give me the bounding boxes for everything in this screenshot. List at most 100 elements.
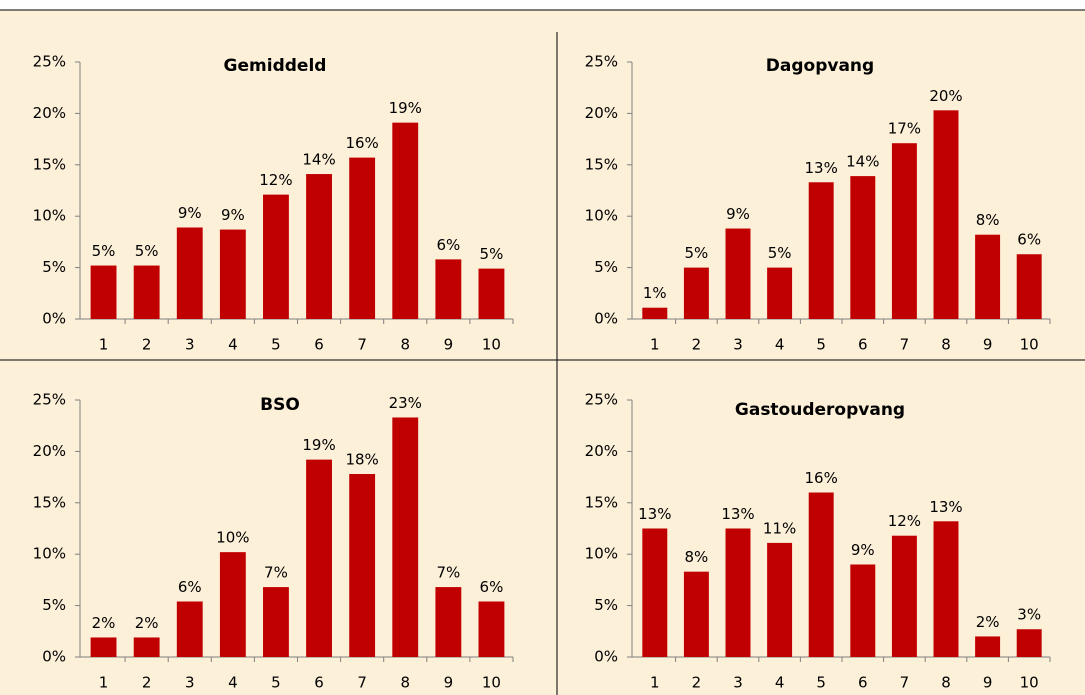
data-label: 14% xyxy=(302,151,335,169)
x-tick-label: 2 xyxy=(142,336,152,354)
x-tick-label: 6 xyxy=(858,674,868,692)
y-tick-label: 25% xyxy=(585,391,618,409)
y-tick-label: 5% xyxy=(42,596,66,614)
chart-title: Dagopvang xyxy=(766,56,874,76)
chart-title: BSO xyxy=(260,395,300,415)
data-label: 7% xyxy=(264,564,288,582)
y-tick-label: 5% xyxy=(42,258,66,276)
bar xyxy=(392,122,419,319)
data-label: 3% xyxy=(1017,606,1041,624)
bar xyxy=(263,587,289,657)
data-label: 13% xyxy=(638,505,671,523)
data-label: 16% xyxy=(345,134,378,152)
data-label: 9% xyxy=(178,204,202,222)
data-label: 16% xyxy=(805,469,838,487)
data-label: 6% xyxy=(178,578,202,596)
bar xyxy=(478,601,505,657)
x-tick-label: 5 xyxy=(816,336,826,354)
data-label: 1% xyxy=(643,284,667,302)
y-tick-label: 20% xyxy=(33,104,66,122)
bar xyxy=(850,176,876,319)
y-tick-label: 25% xyxy=(33,391,66,409)
y-tick-label: 0% xyxy=(42,310,66,328)
bar xyxy=(90,265,117,319)
data-label: 9% xyxy=(726,205,750,223)
bar xyxy=(219,552,246,657)
bar xyxy=(392,417,419,657)
bar xyxy=(975,234,1001,319)
data-label: 11% xyxy=(763,519,796,537)
y-tick-label: 25% xyxy=(33,53,66,71)
bar xyxy=(176,227,203,319)
data-label: 2% xyxy=(135,614,159,632)
bar xyxy=(683,267,709,319)
data-label: 19% xyxy=(302,436,335,454)
y-tick-label: 5% xyxy=(594,258,618,276)
data-label: 7% xyxy=(436,564,460,582)
x-tick-label: 6 xyxy=(858,336,868,354)
x-tick-label: 10 xyxy=(482,336,501,354)
bar xyxy=(306,459,332,657)
data-label: 5% xyxy=(135,242,159,260)
x-tick-label: 1 xyxy=(650,336,660,354)
x-tick-label: 6 xyxy=(314,674,324,692)
bar xyxy=(642,307,668,319)
x-tick-label: 9 xyxy=(444,336,454,354)
x-tick-label: 2 xyxy=(142,674,152,692)
data-label: 5% xyxy=(768,244,792,262)
bar xyxy=(850,564,876,657)
data-label: 17% xyxy=(888,120,921,138)
bar xyxy=(219,229,246,319)
bar xyxy=(725,228,751,319)
x-tick-label: 8 xyxy=(941,674,951,692)
data-label: 23% xyxy=(389,394,422,412)
chart-title: Gemiddeld xyxy=(224,56,327,76)
data-label: 6% xyxy=(480,578,504,596)
y-tick-label: 15% xyxy=(33,493,66,511)
data-label: 13% xyxy=(929,498,962,516)
bar xyxy=(808,492,834,657)
y-tick-label: 10% xyxy=(585,207,618,225)
x-tick-label: 5 xyxy=(271,674,281,692)
bar xyxy=(349,157,376,319)
bar xyxy=(767,542,793,657)
x-tick-label: 5 xyxy=(271,336,281,354)
bar xyxy=(435,259,462,319)
bar xyxy=(133,265,160,319)
x-tick-label: 3 xyxy=(733,674,743,692)
x-tick-label: 4 xyxy=(775,336,785,354)
x-tick-label: 1 xyxy=(650,674,660,692)
y-tick-label: 15% xyxy=(33,155,66,173)
x-tick-label: 9 xyxy=(983,336,993,354)
bar xyxy=(725,528,751,657)
data-label: 8% xyxy=(685,548,709,566)
bar xyxy=(435,587,462,657)
data-label: 6% xyxy=(436,236,460,254)
bar xyxy=(349,474,376,657)
y-tick-label: 20% xyxy=(33,442,66,460)
x-tick-label: 1 xyxy=(99,336,109,354)
y-tick-label: 15% xyxy=(585,493,618,511)
x-tick-label: 4 xyxy=(228,336,238,354)
y-tick-label: 10% xyxy=(33,207,66,225)
data-label: 9% xyxy=(221,206,245,224)
bar xyxy=(478,268,505,319)
y-tick-label: 10% xyxy=(585,545,618,563)
y-tick-label: 20% xyxy=(585,104,618,122)
x-tick-label: 3 xyxy=(185,336,195,354)
x-tick-label: 9 xyxy=(983,674,993,692)
data-label: 14% xyxy=(846,153,879,171)
data-label: 12% xyxy=(888,512,921,530)
bar xyxy=(683,571,709,657)
bar xyxy=(642,528,668,657)
x-tick-label: 7 xyxy=(900,674,910,692)
y-tick-label: 20% xyxy=(585,442,618,460)
y-tick-label: 25% xyxy=(585,53,618,71)
data-label: 2% xyxy=(92,614,116,632)
data-label: 18% xyxy=(345,451,378,469)
x-tick-label: 4 xyxy=(775,674,785,692)
data-label: 8% xyxy=(976,211,1000,229)
data-label: 9% xyxy=(851,541,875,559)
data-label: 19% xyxy=(389,99,422,117)
